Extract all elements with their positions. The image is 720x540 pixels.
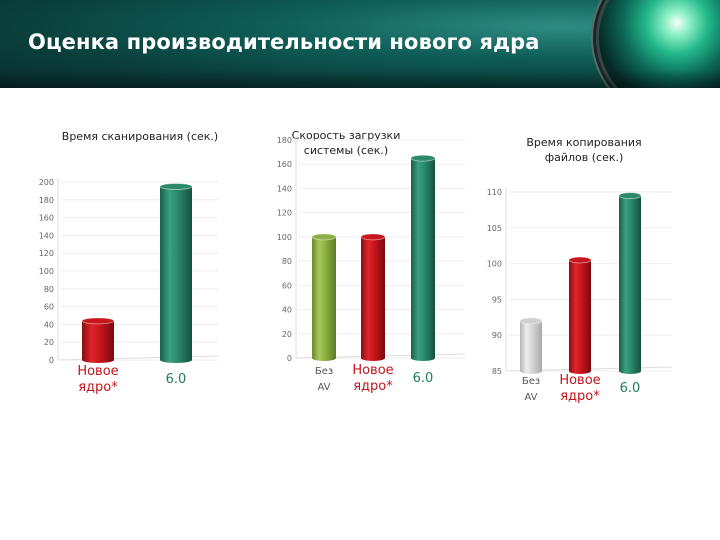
tick-label: 140 <box>39 231 54 240</box>
bar-1 <box>81 317 115 363</box>
category-label: Новое <box>352 363 393 378</box>
bar-top <box>519 317 543 325</box>
tick-label: 85 <box>492 367 502 376</box>
bar-base <box>520 368 542 374</box>
category-label: Новое <box>559 373 600 388</box>
tick-label: 100 <box>277 233 292 242</box>
category-label: ядро* <box>560 389 600 404</box>
bar-3 <box>410 154 436 361</box>
tick-label: 20 <box>44 338 54 347</box>
chart-title: Время сканирования (сек.) <box>62 130 218 143</box>
chart-2: Скорость загрузки системы (сек.) 0 20 40 60 80… <box>277 129 466 394</box>
tick-label: 200 <box>39 178 54 187</box>
category-label: Без <box>315 366 333 377</box>
bar-base <box>160 357 192 363</box>
tick-label: 160 <box>39 214 54 223</box>
tick-label: 105 <box>487 224 502 233</box>
bar-body <box>160 186 192 360</box>
bar-1 <box>311 233 337 361</box>
tick-label: 100 <box>487 260 502 269</box>
tick-label: 80 <box>282 257 292 266</box>
tick-label: 140 <box>277 184 292 193</box>
tick-label: 20 <box>282 330 292 339</box>
chart-title: Время копирования <box>526 136 641 149</box>
bar-body <box>411 158 435 358</box>
tick-label: 160 <box>277 160 292 169</box>
bar-top <box>159 183 193 190</box>
category-label: ядро* <box>353 379 393 394</box>
tick-label: 100 <box>39 267 54 276</box>
bar-1 <box>519 317 543 374</box>
bar-body <box>619 195 641 371</box>
category-label: ядро* <box>78 380 118 395</box>
tick-label: 180 <box>277 136 292 145</box>
bar-body <box>361 236 385 358</box>
tick-label: 40 <box>44 320 54 329</box>
category-label: AV <box>524 392 537 403</box>
bar-body <box>82 320 114 360</box>
category-label: Новое <box>77 364 118 379</box>
category-label: 6.0 <box>413 371 434 386</box>
bar-2 <box>360 233 386 361</box>
tick-label: 95 <box>492 295 502 304</box>
chart-title: системы (сек.) <box>304 144 388 157</box>
tick-label: 90 <box>492 331 502 340</box>
tick-label: 0 <box>49 356 54 365</box>
tick-label: 60 <box>44 303 54 312</box>
bar-top <box>81 317 115 325</box>
bar-body <box>520 320 542 371</box>
bar-base <box>411 355 435 361</box>
bar-top <box>568 256 592 264</box>
tick-label: 60 <box>282 281 292 290</box>
slide-title: Оценка производительности нового ядра <box>28 30 540 54</box>
title-banner: Оценка производительности нового ядра <box>0 0 720 88</box>
bar-2 <box>568 256 592 374</box>
chart-title: файлов (сек.) <box>545 151 624 164</box>
chart-1: Время сканирования (сек.) 0 20 40 60 80 100 120… <box>39 130 218 395</box>
bar-top <box>360 233 386 241</box>
bar-base <box>82 357 114 363</box>
bar-body <box>312 236 336 358</box>
tick-label: 110 <box>487 188 502 197</box>
bar-base <box>569 368 591 374</box>
category-label: AV <box>317 382 330 393</box>
bar-top <box>311 233 337 241</box>
tick-label: 0 <box>287 354 292 363</box>
category-label: Без <box>522 376 540 387</box>
bar-body <box>569 260 591 371</box>
bar-3 <box>618 192 642 374</box>
tick-label: 180 <box>39 196 54 205</box>
bar-top <box>410 154 436 162</box>
tick-label: 120 <box>277 209 292 218</box>
chart-3: Время копирования файлов (сек.) 85 90 95 100 1… <box>487 136 673 404</box>
bar-base <box>361 355 385 361</box>
bar-top <box>618 192 642 199</box>
chart-title: Скорость загрузки <box>292 129 401 142</box>
tick-label: 120 <box>39 249 54 258</box>
category-label: 6.0 <box>620 381 641 396</box>
category-label: 6.0 <box>166 372 187 387</box>
tick-label: 80 <box>44 285 54 294</box>
tick-label: 40 <box>282 306 292 315</box>
bar-base <box>312 355 336 361</box>
bar-2 <box>159 183 193 363</box>
bar-base <box>619 368 641 374</box>
